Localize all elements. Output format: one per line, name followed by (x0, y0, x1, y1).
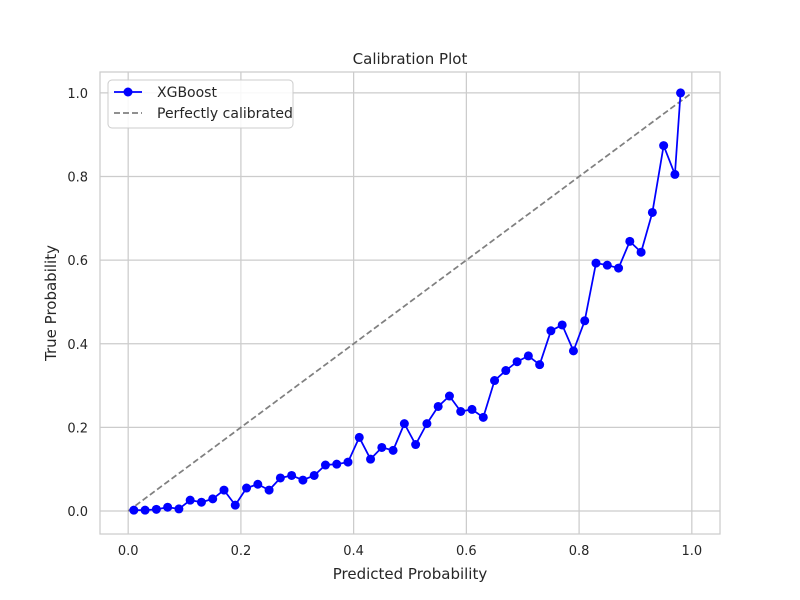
xgboost-point (320, 460, 330, 470)
legend-box (107, 79, 294, 129)
x-tick-label: 0.8 (569, 544, 590, 559)
series-layer (127, 88, 693, 515)
xgboost-point (512, 357, 522, 367)
xgboost-point (568, 346, 578, 356)
y-tick-label: 0.8 (67, 171, 88, 186)
xgboost-point (602, 260, 612, 270)
xgboost-point (591, 258, 601, 268)
xgboost-point (377, 442, 387, 452)
xgboost-point (467, 404, 477, 414)
xgboost-point (196, 497, 206, 507)
xgboost-point (647, 207, 657, 217)
xgboost-point (411, 440, 421, 450)
x-tick-label: 1.0 (681, 544, 702, 559)
grid-lines (100, 72, 720, 534)
xgboost-point (676, 88, 686, 98)
xgboost-point (523, 351, 533, 361)
xgboost-point (129, 505, 139, 515)
xgboost-point (275, 473, 285, 483)
xgboost-point (174, 504, 184, 514)
xgboost-point (151, 504, 161, 514)
xgboost-point (557, 320, 567, 330)
xgboost-point (636, 247, 646, 257)
xgboost-point (332, 459, 342, 469)
y-axis-label: True Probability (42, 245, 60, 362)
xgboost-point (490, 376, 500, 386)
x-axis-label: Predicted Probability (333, 565, 488, 583)
xgboost-point (388, 445, 398, 455)
x-tick-label: 0.4 (343, 544, 364, 559)
x-tick-label: 0.0 (118, 544, 139, 559)
legend-marker-xgboost (123, 87, 133, 97)
xgboost-point (264, 485, 274, 495)
chart-title: Calibration Plot (353, 50, 468, 68)
xgboost-point (546, 326, 556, 336)
xgboost-point (140, 505, 150, 515)
xgboost-point (433, 401, 443, 411)
xgboost-point (185, 495, 195, 505)
xgboost-point (309, 470, 319, 480)
xgboost-point (208, 494, 218, 504)
plot-frame (99, 71, 721, 535)
plot-area (100, 72, 720, 534)
xgboost-point (366, 454, 376, 464)
xgboost-point (444, 391, 454, 401)
xgboost-point (456, 406, 466, 416)
xgboost-point (219, 485, 229, 495)
xgboost-point (659, 141, 669, 151)
xgboost-point (478, 412, 488, 422)
xgboost-point (535, 360, 545, 370)
y-tick-label: 1.0 (67, 87, 88, 102)
xgboost-point (287, 470, 297, 480)
xgboost-point (298, 475, 308, 485)
y-tick-labels: 0.0 0.2 0.4 0.6 0.8 1.0 (67, 87, 88, 520)
y-tick-label: 0.2 (67, 421, 88, 436)
xgboost-point (230, 500, 240, 510)
xgboost-point (625, 236, 635, 246)
xgboost-point (242, 483, 252, 493)
xgboost-point (422, 419, 432, 429)
xgboost-point (614, 263, 624, 273)
x-tick-labels: 0.0 0.2 0.4 0.6 0.8 1.0 (118, 544, 702, 559)
y-tick-label: 0.6 (67, 254, 88, 269)
y-tick-label: 0.0 (67, 505, 88, 520)
xgboost-point (163, 502, 173, 512)
legend-label-perfect: Perfectly calibrated (157, 106, 293, 122)
legend: XGBoost Perfectly calibrated (107, 79, 294, 129)
y-tick-label: 0.4 (67, 338, 88, 353)
xgboost-point (354, 432, 364, 442)
xgboost-point (580, 316, 590, 326)
legend-label-xgboost: XGBoost (157, 85, 217, 101)
xgboost-point (670, 169, 680, 179)
xgboost-point (501, 366, 511, 376)
x-tick-label: 0.6 (456, 544, 477, 559)
x-tick-label: 0.2 (231, 544, 252, 559)
xgboost-point (399, 419, 409, 429)
xgboost-point (253, 479, 263, 489)
xgboost-point (343, 457, 353, 467)
